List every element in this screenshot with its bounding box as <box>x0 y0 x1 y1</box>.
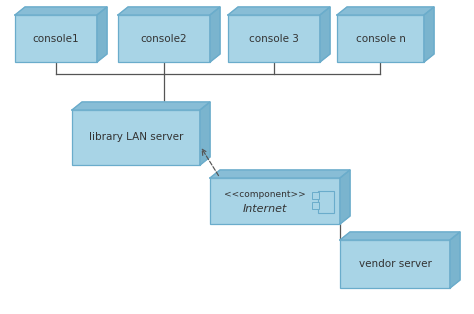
Polygon shape <box>118 7 220 15</box>
Polygon shape <box>337 7 434 15</box>
Text: console1: console1 <box>33 34 79 44</box>
Text: Internet: Internet <box>242 204 287 214</box>
Polygon shape <box>210 170 350 178</box>
Polygon shape <box>320 7 330 62</box>
Text: library LAN server: library LAN server <box>89 133 183 143</box>
Polygon shape <box>340 170 350 224</box>
Text: vendor server: vendor server <box>358 259 431 269</box>
Bar <box>340 240 450 288</box>
Polygon shape <box>210 7 220 62</box>
Polygon shape <box>228 7 330 15</box>
Bar <box>228 15 320 62</box>
Polygon shape <box>200 102 210 165</box>
Polygon shape <box>72 102 210 110</box>
Bar <box>72 110 200 165</box>
Bar <box>337 15 424 62</box>
Polygon shape <box>97 7 107 62</box>
Text: <<component>>: <<component>> <box>224 190 305 198</box>
Polygon shape <box>340 232 460 240</box>
Bar <box>210 178 340 224</box>
Bar <box>312 192 319 199</box>
Polygon shape <box>424 7 434 62</box>
Bar <box>312 202 319 208</box>
Polygon shape <box>15 7 107 15</box>
Bar <box>15 15 97 62</box>
Text: console2: console2 <box>141 34 187 44</box>
Bar <box>318 191 334 213</box>
Polygon shape <box>450 232 460 288</box>
Text: console 3: console 3 <box>249 34 299 44</box>
Text: console n: console n <box>356 34 405 44</box>
Bar <box>118 15 210 62</box>
